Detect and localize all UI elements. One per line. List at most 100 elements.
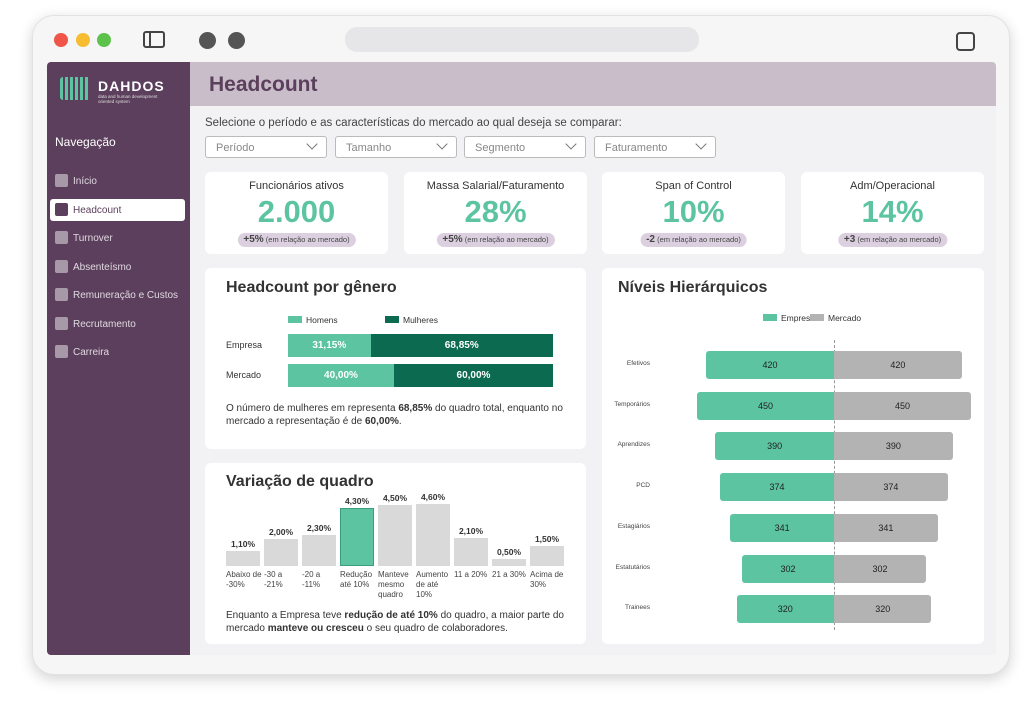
category-label: Estagiários [617, 522, 650, 530]
value-label: 4,50% [382, 493, 408, 504]
nav-checkbox [55, 231, 68, 244]
legend-swatch [288, 316, 302, 323]
close-button[interactable] [54, 33, 68, 47]
bar: 341 [834, 513, 938, 542]
nav-item[interactable]: Absenteísmo [50, 256, 185, 278]
kpi-delta-pill: -2 (em relação ao mercado) [640, 233, 747, 247]
logo-tagline: data and human development oriented syst… [98, 94, 158, 104]
bar-segment: 60,00% [394, 364, 553, 387]
category-label: Empresa [226, 340, 263, 350]
note-text: O número de mulheres em representa [226, 403, 399, 414]
category-label: Manteve mesmo quadro [378, 570, 409, 599]
bar-segment: 40,00% [288, 364, 394, 387]
value-label: 2,30% [306, 523, 332, 533]
value-label: 374 [883, 482, 899, 493]
nav-checkbox [55, 174, 68, 187]
bar [454, 537, 488, 566]
bar [416, 504, 450, 566]
kpi-delta-note: (em relação ao mercado) [464, 235, 549, 244]
category-label: -20 a -11% [302, 570, 321, 589]
note-text: o seu quadro de colaboradores. [363, 622, 508, 634]
category-label: PCD [636, 482, 650, 490]
note-text: do quadro, a maior parte do mercado [226, 610, 564, 634]
value-label: 341 [878, 522, 894, 533]
sidebar-toggle[interactable] [143, 31, 165, 48]
chart-card: Níveis Hierárquicos Empresa Mercado Efetivo… [602, 268, 984, 644]
bar: 390 [834, 432, 953, 461]
chart-title: Headcount por gênero [226, 279, 397, 296]
kpi-delta-note: (em relação ao mercado) [657, 235, 741, 244]
value-label: 4,30% [344, 496, 370, 507]
value-label: 320 [777, 604, 793, 615]
bar [340, 508, 374, 566]
forward-button[interactable] [228, 32, 245, 49]
chart-note: O número de mulheres em representa 68,85… [226, 403, 571, 428]
value-label: 320 [875, 604, 891, 615]
address-bar[interactable] [345, 27, 699, 52]
bar [492, 559, 526, 566]
nav-label: Turnover [73, 233, 113, 244]
nav-checkbox [55, 259, 68, 273]
value-label: 2,00% [268, 527, 294, 538]
nav-item[interactable]: Recrutamento [50, 313, 185, 335]
dropdown[interactable]: Tamanho [335, 136, 457, 158]
sidebar-toggle-bar [145, 33, 151, 46]
minimize-button[interactable] [76, 33, 90, 47]
category-label: Aumento de até 10% [416, 570, 449, 599]
kpi-value: 14% [861, 194, 924, 229]
kpi-delta-pill: +5% (em relação ao mercado) [436, 233, 555, 247]
dropdown[interactable]: Faturamento [594, 136, 716, 158]
chart-card: Variação de quadro 1,10% Abaixo de -30% 2,0… [205, 463, 586, 644]
nav-checkbox [55, 345, 68, 358]
value-label: 68,85% [444, 340, 479, 351]
kpi-card: Span of Control 10% -2 (em relação ao merc… [602, 172, 785, 254]
dropdown-arrow [565, 138, 577, 150]
value-label: 302 [872, 563, 888, 574]
bar-segment: 31,15% [288, 334, 371, 357]
maximize-button[interactable] [97, 33, 111, 47]
bar: 374 [720, 473, 834, 502]
nav-item[interactable]: Remuneração e Custos [50, 284, 185, 306]
note-text: Enquanto a Empresa teve [226, 610, 345, 621]
bar: 374 [834, 473, 948, 502]
note-text: 68,85% [398, 403, 433, 414]
nav-item[interactable]: Início [50, 170, 185, 192]
bar-segment: 68,85% [370, 334, 553, 357]
nav-checkbox [55, 316, 68, 330]
dropdown-label: Faturamento [605, 142, 668, 154]
value-label: 374 [769, 482, 785, 493]
back-button[interactable] [199, 32, 216, 49]
bar: 341 [730, 513, 834, 542]
kpi-label: Massa Salarial/Faturamento [426, 180, 565, 192]
nav-label: Headcount [73, 204, 122, 216]
dropdown[interactable]: Período [205, 136, 327, 158]
bar [226, 551, 260, 566]
legend-label: Mulheres [403, 315, 438, 325]
bar: 390 [715, 432, 834, 461]
value-label: 31,15% [312, 340, 347, 351]
legend-swatch [385, 316, 399, 323]
kpi-value: 2.000 [257, 194, 336, 229]
value-label: 390 [885, 441, 901, 452]
nav-item[interactable]: Carreira [50, 341, 185, 363]
kpi-delta-note: (em relação ao mercado) [857, 235, 942, 244]
new-tab-button[interactable] [956, 32, 975, 51]
dropdown-arrow [695, 138, 707, 150]
page-header: Headcount [190, 62, 996, 106]
note-text: 60,00% [364, 415, 399, 427]
bar: 450 [834, 391, 971, 420]
category-label: Abaixo de -30% [226, 570, 262, 589]
category-label: Acima de 30% [530, 570, 564, 589]
bar [378, 505, 412, 566]
chart-title: Variação de quadro [226, 473, 374, 490]
category-label: 21 a 30% [492, 570, 526, 579]
category-label: 11 a 20% [454, 570, 488, 579]
dropdown[interactable]: Segmento [464, 136, 586, 158]
note-text: redução de até 10% [344, 610, 438, 621]
nav-item[interactable]: Turnover [50, 227, 185, 249]
legend-swatch [763, 314, 777, 321]
dropdown-arrow [306, 138, 318, 150]
nav-item[interactable]: Headcount [50, 198, 185, 221]
kpi-value: 28% [464, 194, 527, 229]
